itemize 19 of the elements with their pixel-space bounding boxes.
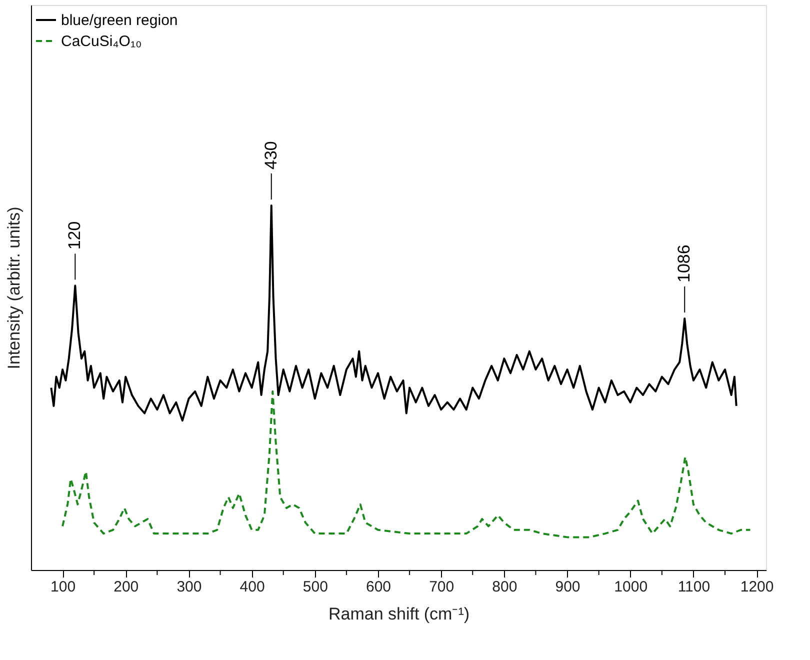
x-tick-label: 800 xyxy=(492,578,518,596)
x-tick-label: 200 xyxy=(114,578,139,596)
x-tick-label: 300 xyxy=(176,578,202,596)
legend-label: blue/green region xyxy=(61,12,178,29)
legend-label: CaCuSi₄O₁₀ xyxy=(61,33,142,50)
annotation: 120 xyxy=(65,221,84,250)
x-tick-label: 600 xyxy=(366,578,392,596)
y-axis-title: Intensity (arbitr. units) xyxy=(4,206,24,370)
x-tick-label: 500 xyxy=(302,578,328,596)
annotation: 1086 xyxy=(674,244,694,282)
x-axis-title: Raman shift (cm⁻¹) xyxy=(328,604,470,624)
x-tick-label: 1200 xyxy=(740,578,774,596)
x-tick-label: 400 xyxy=(240,578,265,596)
x-tick-label: 900 xyxy=(555,578,580,596)
x-tick-label: 1100 xyxy=(678,578,710,596)
x-tick-label: 100 xyxy=(50,578,76,596)
x-tick-label: 1000 xyxy=(614,578,648,596)
annotation: 430 xyxy=(261,141,280,170)
x-tick-label: 700 xyxy=(429,578,454,596)
